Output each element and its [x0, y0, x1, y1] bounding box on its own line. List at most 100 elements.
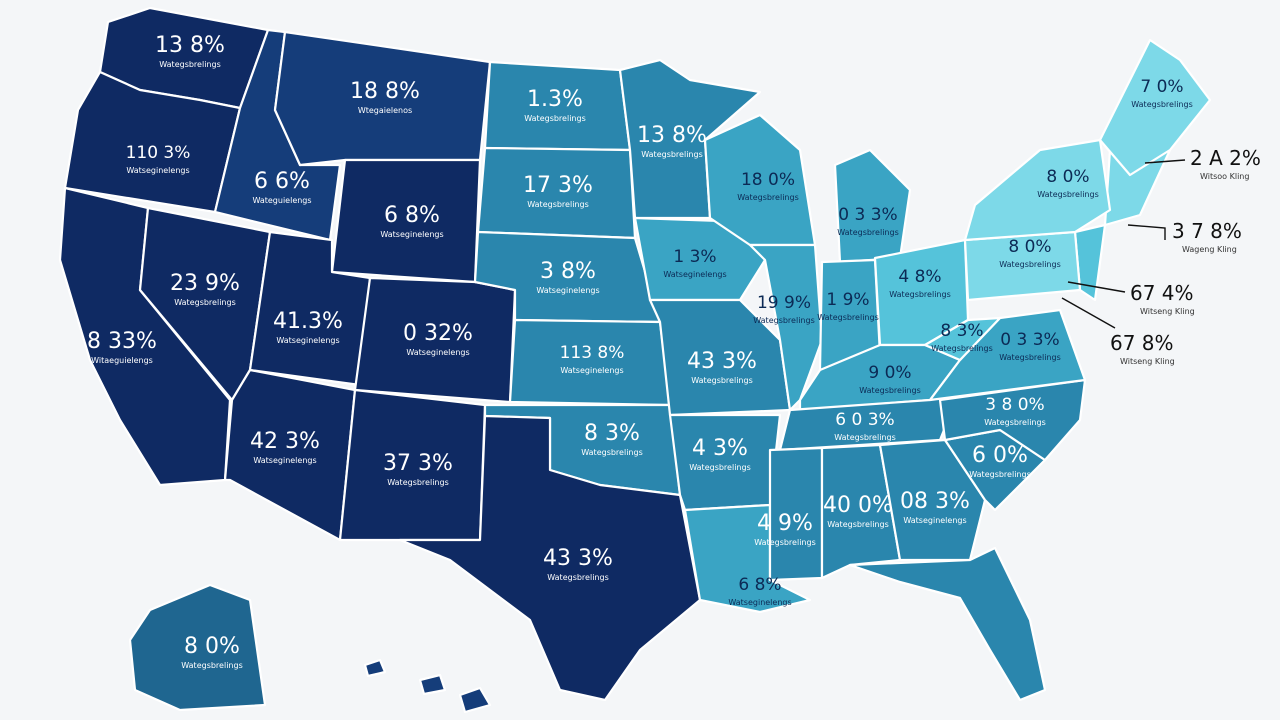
state-value-kentucky: 9 0%	[868, 363, 911, 383]
state-shape-texas	[398, 414, 702, 702]
callout-3-value: 67 4%	[1130, 281, 1194, 305]
state-sublabel-michigan: Wategsbrelings	[837, 228, 898, 237]
state-sublabel-tennessee: Wategsbrelings	[834, 433, 895, 442]
state-value-alabama: 40 0%	[823, 493, 893, 518]
state-sublabel-west-virginia: Wategsbrelings	[931, 344, 992, 353]
state-sublabel-new-mexico: Wategsbrelings	[387, 478, 448, 487]
state-sublabel-louisiana: Watseginelengs	[728, 598, 791, 607]
state-value-west-virginia: 8 3%	[940, 321, 983, 341]
state-value-missouri: 43 3%	[687, 349, 757, 374]
state-value-tennessee: 6 0 3%	[835, 410, 894, 430]
state-sublabel-north-carolina: Wategsbrelings	[984, 418, 1045, 427]
state-shape-alabama	[820, 443, 902, 580]
state-value-arkansas: 4 3%	[692, 436, 748, 461]
callout-1-leader-line	[1144, 159, 1186, 164]
state-sublabel-virginia: Wategsbrelings	[999, 353, 1060, 362]
state-shape-hawaii-3	[458, 686, 492, 714]
state-value-south-carolina: 6 0%	[972, 443, 1028, 468]
state-value-utah: 41.3%	[273, 309, 343, 334]
state-sublabel-kansas: Watseginelengs	[560, 366, 623, 375]
state-sublabel-new-york: Wategsbrelings	[1037, 190, 1098, 199]
state-sublabel-north-dakota: Wategsbrelings	[524, 114, 585, 123]
state-sublabel-alaska: Wategsbrelings	[181, 661, 242, 670]
callout-3-leader-line	[1067, 281, 1126, 293]
state-sublabel-arkansas: Wategsbrelings	[689, 463, 750, 472]
state-value-washington: 13 8%	[155, 33, 225, 58]
state-sublabel-washington: Wategsbrelings	[159, 60, 220, 69]
state-sublabel-alabama: Wategsbrelings	[827, 520, 888, 529]
states-layer	[58, 6, 1212, 714]
callouts-layer: 2 A 2% Witsoo Kling 3 7 8% Wageng Kling 67 4…	[1061, 146, 1261, 366]
state-value-north-dakota: 1.3%	[527, 87, 583, 112]
state-value-iowa: 1 3%	[673, 247, 716, 267]
state-sublabel-missouri: Wategsbrelings	[691, 376, 752, 385]
state-value-new-mexico: 37 3%	[383, 451, 453, 476]
labels-layer: 13 8% Wategsbrelings 110 3% Watseginelengs 8…	[87, 33, 1193, 670]
callout-3-sublabel: Witseng Kling	[1140, 307, 1195, 316]
state-value-alaska: 8 0%	[184, 634, 240, 659]
state-value-arizona: 42 3%	[250, 429, 320, 454]
state-sublabel-iowa: Watseginelengs	[663, 270, 726, 279]
state-sublabel-ohio: Wategsbrelings	[889, 290, 950, 299]
state-sublabel-arizona: Watseginelengs	[253, 456, 316, 465]
state-shape-hawaii-2	[418, 673, 447, 696]
state-value-virginia: 0 3 3%	[1000, 330, 1059, 350]
state-value-illinois: 19 9%	[757, 293, 811, 313]
state-value-new-york: 8 0%	[1046, 167, 1089, 187]
state-sublabel-south-dakota: Wategsbrelings	[527, 200, 588, 209]
state-sublabel-kentucky: Wategsbrelings	[859, 386, 920, 395]
state-value-montana: 18 8%	[350, 79, 420, 104]
callout-4-sublabel: Witseng Kling	[1120, 357, 1175, 366]
state-value-california: 8 33%	[87, 329, 157, 354]
state-value-north-carolina: 3 8 0%	[985, 395, 1044, 415]
state-shape-arizona	[223, 368, 357, 542]
state-shape-maine	[1098, 38, 1212, 177]
callout-2-leader-line	[1127, 224, 1166, 240]
state-sublabel-mississippi: Wategsbrelings	[754, 538, 815, 547]
state-value-louisiana: 6 8%	[738, 575, 781, 595]
state-sublabel-texas: Wategsbrelings	[547, 573, 608, 582]
state-value-oklahoma: 8 3%	[584, 421, 640, 446]
state-value-texas: 43 3%	[543, 546, 613, 571]
state-value-nevada: 23 9%	[170, 271, 240, 296]
state-value-maine: 7 0%	[1140, 77, 1183, 97]
state-sublabel-maine: Wategsbrelings	[1131, 100, 1192, 109]
state-sublabel-oklahoma: Wategsbrelings	[581, 448, 642, 457]
state-sublabel-colorado: Watseginelengs	[406, 348, 469, 357]
state-sublabel-wyoming: Watseginelengs	[380, 230, 443, 239]
state-sublabel-nevada: Wategsbrelings	[174, 298, 235, 307]
state-value-pennsylvania: 8 0%	[1008, 237, 1051, 257]
state-sublabel-california: Witaeguielengs	[91, 356, 153, 365]
state-value-michigan: 0 3 3%	[838, 205, 897, 225]
state-value-indiana: 1 9%	[826, 290, 869, 310]
state-sublabel-georgia: Watseginelengs	[903, 516, 966, 525]
callout-4-value: 67 8%	[1110, 331, 1174, 355]
state-sublabel-indiana: Wategsbrelings	[817, 313, 878, 322]
state-shape-virginia	[928, 308, 1087, 402]
state-value-idaho: 6 6%	[254, 169, 310, 194]
state-value-oregon: 110 3%	[126, 143, 191, 163]
state-sublabel-montana: Wtegaielenos	[358, 106, 412, 115]
state-shape-illinois	[748, 243, 824, 412]
state-sublabel-minnesota: Wategsbrelings	[641, 150, 702, 159]
state-sublabel-illinois: Wategsbrelings	[753, 316, 814, 325]
state-value-georgia: 08 3%	[900, 489, 970, 514]
state-sublabel-idaho: Wateguielengs	[252, 196, 311, 205]
state-shape-michigan	[833, 148, 912, 264]
state-sublabel-utah: Watseginelengs	[276, 336, 339, 345]
state-shape-new-york	[963, 138, 1112, 242]
state-sublabel-south-carolina: Wategsbrelings	[969, 470, 1030, 479]
callout-2-value: 3 7 8%	[1172, 219, 1242, 243]
state-value-ohio: 4 8%	[898, 267, 941, 287]
state-value-wisconsin: 18 0%	[741, 170, 795, 190]
state-shape-hawaii-1	[363, 658, 387, 678]
state-shape-georgia	[878, 438, 987, 562]
state-sublabel-wisconsin: Wategsbrelings	[737, 193, 798, 202]
state-shape-alaska	[128, 583, 267, 712]
callout-1-value: 2 A 2%	[1190, 146, 1261, 170]
state-value-wyoming: 6 8%	[384, 203, 440, 228]
state-shape-florida	[848, 546, 1047, 702]
state-sublabel-pennsylvania: Wategsbrelings	[999, 260, 1060, 269]
callout-1-sublabel: Witsoo Kling	[1200, 172, 1249, 181]
